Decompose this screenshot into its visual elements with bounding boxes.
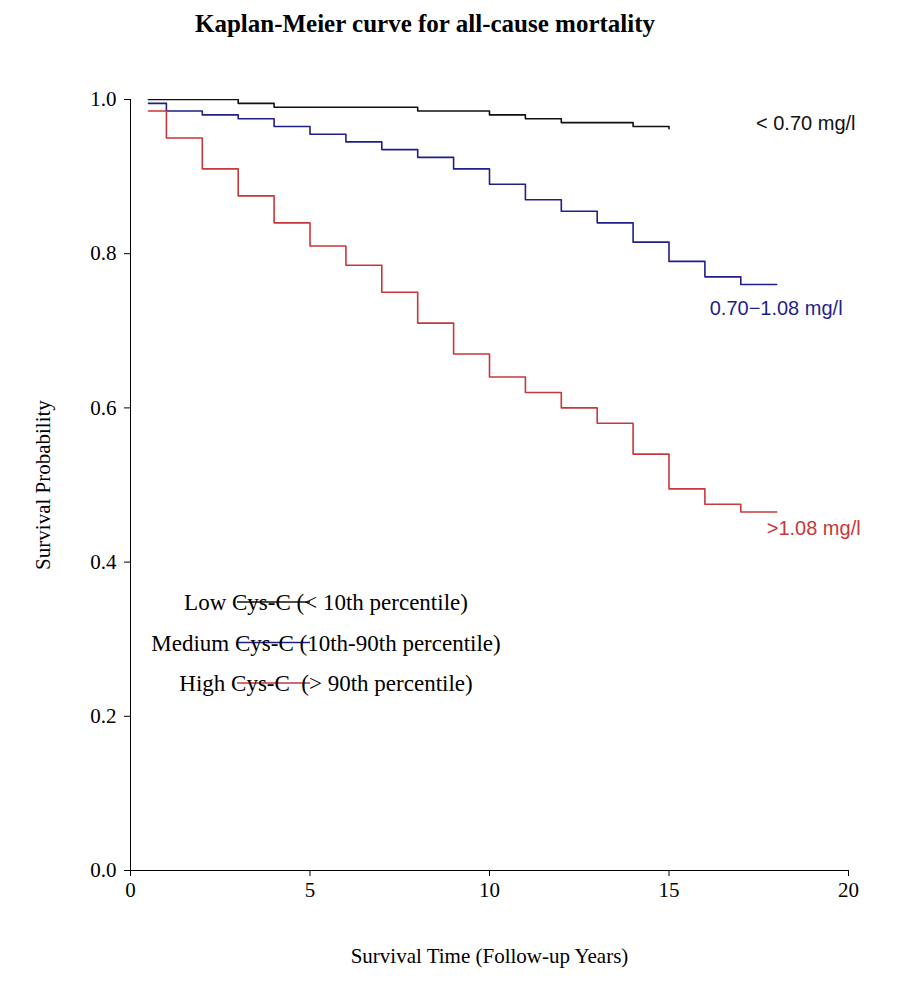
svg-text:Survival Time (Follow-up Years: Survival Time (Follow-up Years)	[351, 944, 629, 968]
svg-text:Survival Probability: Survival Probability	[31, 400, 55, 570]
svg-text:Low Cys-C (< 10th percentile): Low Cys-C (< 10th percentile)	[184, 590, 468, 615]
svg-text:>1.08 mg/l: >1.08 mg/l	[767, 517, 861, 539]
svg-text:15: 15	[659, 878, 680, 902]
svg-text:High Cys-C (> 90th percentile: High Cys-C (> 90th percentile)	[179, 671, 472, 696]
svg-text:5: 5	[305, 878, 316, 902]
svg-text:Medium Cys-C (10th-90th percen: Medium Cys-C (10th-90th percentile)	[151, 631, 500, 656]
svg-text:10: 10	[479, 878, 500, 902]
svg-text:0.6: 0.6	[90, 396, 116, 420]
svg-text:0.2: 0.2	[90, 704, 116, 728]
svg-text:0: 0	[125, 878, 136, 902]
svg-text:0.8: 0.8	[90, 241, 116, 265]
svg-text:20: 20	[838, 878, 859, 902]
html-text:Kaplan-Meier curve for all-cau: Kaplan-Meier curve for all-cause mortali…	[195, 10, 655, 37]
svg-text:1.0: 1.0	[90, 87, 116, 111]
svg-text:0.4: 0.4	[90, 550, 117, 574]
svg-text:0.0: 0.0	[90, 858, 116, 882]
svg-text:0.70−1.08 mg/l: 0.70−1.08 mg/l	[710, 297, 843, 319]
svg-text:< 0.70 mg/l: < 0.70 mg/l	[756, 112, 856, 134]
